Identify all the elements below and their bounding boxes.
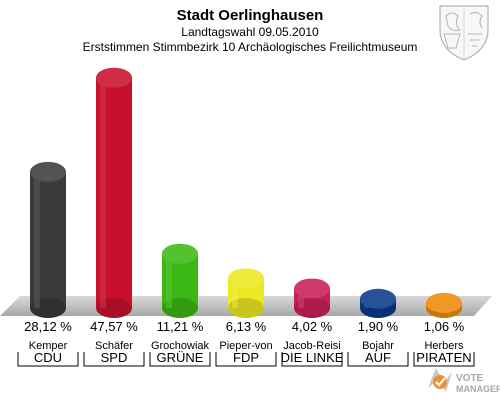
chart-subtitle: Landtagswahl 09.05.2010: [181, 25, 319, 39]
bar-spd: [96, 67, 132, 318]
value-label: 4,02 %: [292, 319, 333, 334]
value-label: 1,90 %: [358, 319, 399, 334]
coat-of-arms-icon: [439, 5, 489, 61]
bar-fdp: [228, 268, 264, 318]
vote-manager-logo: [428, 368, 452, 392]
party-label: PIRATEN: [416, 350, 471, 365]
candidate-label: Pieper-von: [219, 340, 272, 352]
value-label: 6,13 %: [226, 319, 267, 334]
party-label: FDP: [233, 350, 259, 365]
candidate-label: Herbers: [424, 340, 464, 352]
party-bracket: [149, 352, 211, 367]
value-label: 11,21 %: [157, 319, 204, 334]
candidate-label: Bojahr: [362, 340, 394, 352]
party-bracket: [83, 352, 145, 367]
party-label: CDU: [34, 350, 62, 365]
candidate-label: Grochowiak: [151, 340, 210, 352]
value-label: 28,12 %: [24, 319, 72, 334]
bar-gr-ne: [162, 243, 198, 318]
party-label: DIE LINKE: [281, 350, 344, 365]
bar-piraten: [426, 292, 462, 318]
bar-cdu: [30, 161, 66, 318]
candidate-label: Kemper: [29, 340, 68, 352]
party-bracket: [17, 352, 79, 367]
party-bracket: [413, 352, 475, 367]
bar-die-linke: [294, 278, 330, 318]
party-bracket: [281, 352, 343, 367]
party-label: SPD: [101, 350, 128, 365]
party-label: AUF: [365, 350, 391, 365]
chart-description: Erststimmen Stimmbezirk 10 Archäologisch…: [83, 40, 418, 54]
bar-auf: [360, 288, 396, 318]
chart-title: Stadt Oerlinghausen: [177, 7, 324, 24]
party-bracket: [347, 352, 409, 367]
party-label: GRÜNE: [157, 350, 204, 365]
value-label: 1,06 %: [424, 319, 465, 334]
watermark-manager: MANAGER: [456, 384, 500, 394]
party-bracket: [215, 352, 277, 367]
value-label: 47,57 %: [90, 319, 138, 334]
watermark-vote: VOTE: [456, 373, 484, 384]
candidate-label: Jacob-Reisi: [283, 340, 340, 352]
candidate-label: Schäfer: [95, 340, 133, 352]
